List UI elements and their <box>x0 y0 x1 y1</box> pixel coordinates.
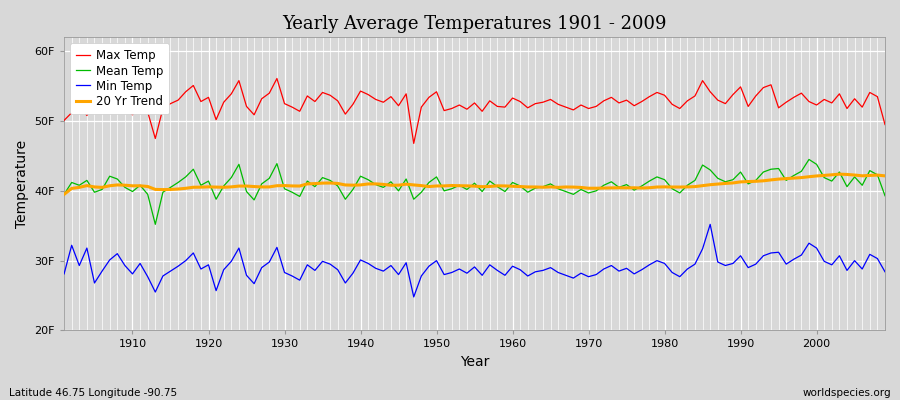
Legend: Max Temp, Mean Temp, Min Temp, 20 Yr Trend: Max Temp, Mean Temp, Min Temp, 20 Yr Tre… <box>70 43 169 114</box>
Min Temp <box>287 274 298 278</box>
20 Yr Trend <box>58 192 69 197</box>
20 Yr Trend <box>120 183 130 188</box>
Mean Temp <box>879 193 890 198</box>
Min Temp <box>332 267 343 272</box>
Max Temp <box>120 107 130 112</box>
Line: Mean Temp: Mean Temp <box>64 160 885 224</box>
Min Temp <box>606 263 616 268</box>
Min Temp <box>58 272 69 276</box>
Min Temp <box>705 222 716 227</box>
Line: Max Temp: Max Temp <box>64 78 885 144</box>
20 Yr Trend <box>834 172 845 176</box>
Line: 20 Yr Trend: 20 Yr Trend <box>64 174 885 194</box>
Min Temp <box>879 270 890 274</box>
20 Yr Trend <box>598 186 609 190</box>
Max Temp <box>515 99 526 104</box>
Mean Temp <box>606 179 616 184</box>
Mean Temp <box>804 157 814 162</box>
20 Yr Trend <box>507 184 517 189</box>
Max Temp <box>294 109 305 114</box>
Mean Temp <box>150 222 161 227</box>
Mean Temp <box>58 192 69 197</box>
Max Temp <box>522 106 533 110</box>
X-axis label: Year: Year <box>460 355 490 369</box>
Max Temp <box>614 100 625 105</box>
Max Temp <box>409 141 419 146</box>
Min Temp <box>120 263 130 268</box>
Mean Temp <box>507 180 517 185</box>
Text: Latitude 46.75 Longitude -90.75: Latitude 46.75 Longitude -90.75 <box>9 388 177 398</box>
Min Temp <box>515 267 526 272</box>
Min Temp <box>409 294 419 299</box>
Line: Min Temp: Min Temp <box>64 224 885 297</box>
Y-axis label: Temperature: Temperature <box>15 140 29 228</box>
20 Yr Trend <box>332 181 343 186</box>
Mean Temp <box>340 197 351 202</box>
Mean Temp <box>515 184 526 188</box>
Max Temp <box>58 118 69 123</box>
Max Temp <box>879 122 890 127</box>
Max Temp <box>340 112 351 116</box>
Mean Temp <box>120 185 130 190</box>
Max Temp <box>272 76 283 81</box>
20 Yr Trend <box>287 184 298 188</box>
20 Yr Trend <box>879 174 890 178</box>
Title: Yearly Average Temperatures 1901 - 2009: Yearly Average Temperatures 1901 - 2009 <box>283 15 667 33</box>
Mean Temp <box>294 194 305 199</box>
Text: worldspecies.org: worldspecies.org <box>803 388 891 398</box>
20 Yr Trend <box>500 184 510 188</box>
Min Temp <box>507 264 517 269</box>
